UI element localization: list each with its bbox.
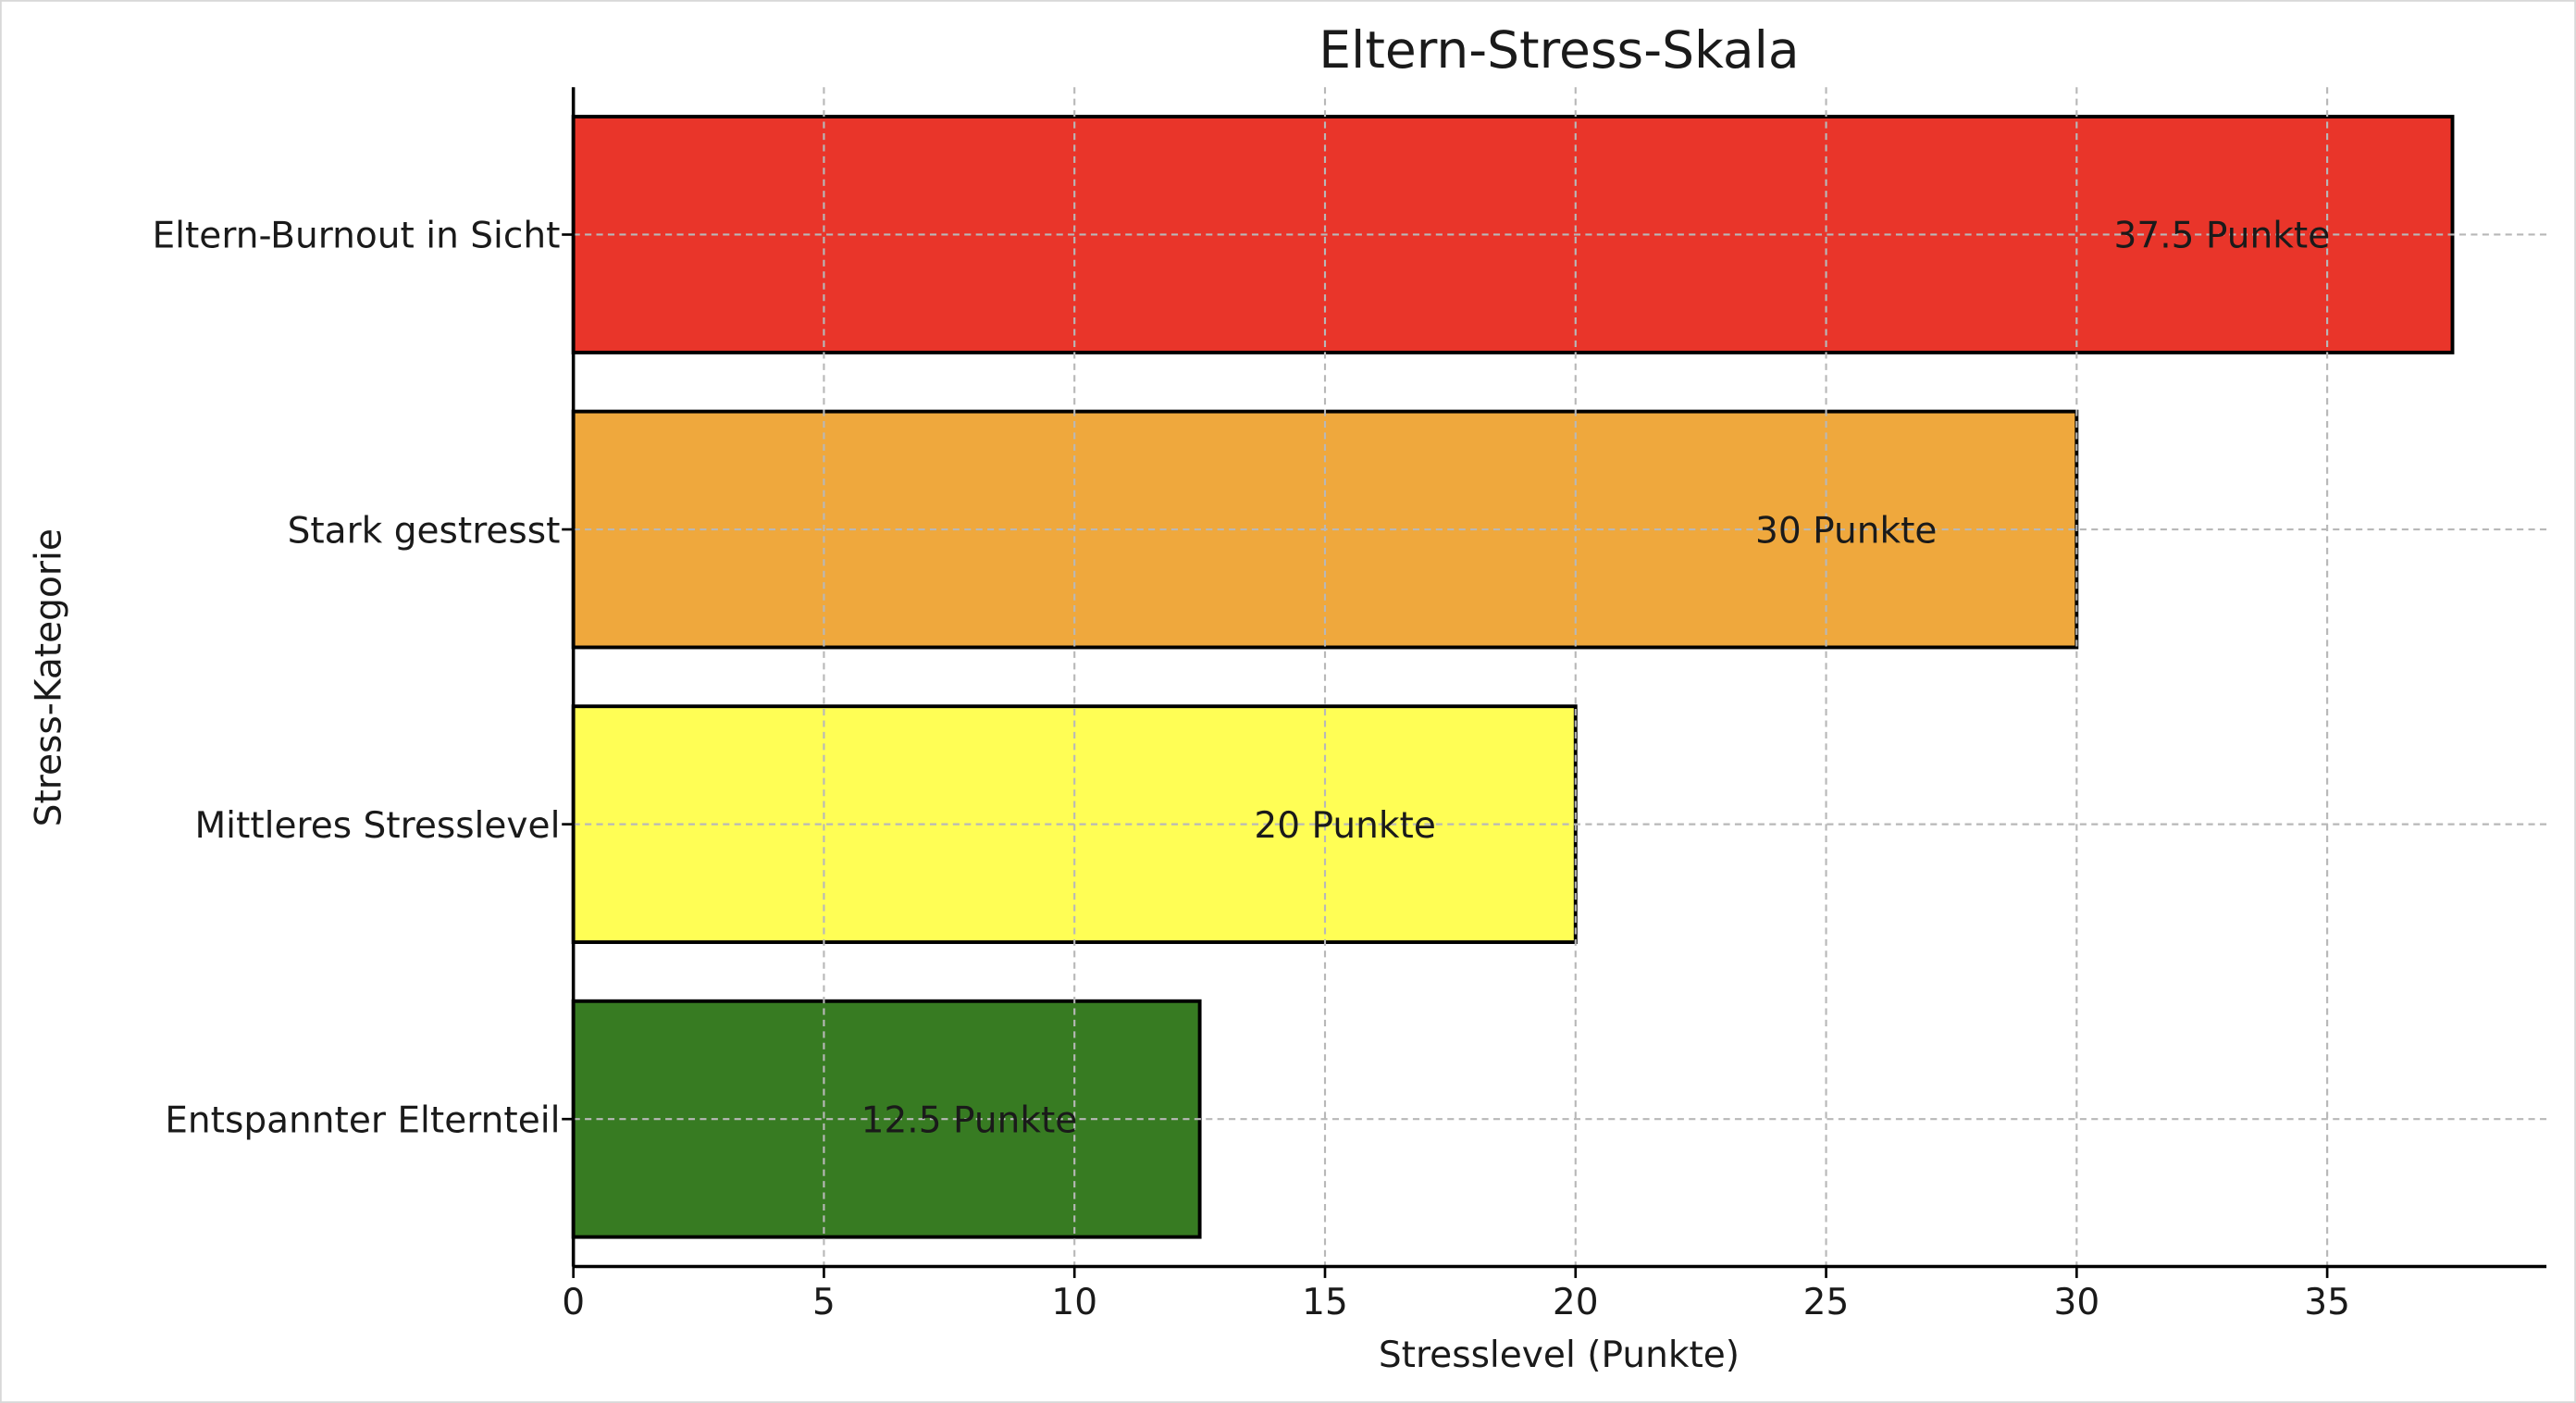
data-label: 12.5 Punkte bbox=[861, 1099, 1078, 1141]
y-tick-label: Mittleres Stresslevel bbox=[194, 805, 560, 847]
data-label: 20 Punkte bbox=[1254, 805, 1435, 847]
x-tick-label: 30 bbox=[2053, 1282, 2099, 1323]
x-tick-label: 10 bbox=[1051, 1282, 1097, 1323]
y-tick-label: Stark gestresst bbox=[288, 510, 561, 552]
data-label: 37.5 Punkte bbox=[2114, 216, 2331, 257]
y-axis-label: Stress-Kategorie bbox=[29, 528, 70, 826]
x-tick-label: 20 bbox=[1553, 1282, 1599, 1323]
y-tick-label: Entspannter Elternteil bbox=[165, 1099, 560, 1141]
x-tick-label: 15 bbox=[1302, 1282, 1348, 1323]
x-tick-label: 5 bbox=[812, 1282, 836, 1323]
y-tick-label: Eltern-Burnout in Sicht bbox=[152, 216, 560, 257]
x-tick-label: 25 bbox=[1803, 1282, 1850, 1323]
x-tick-label: 35 bbox=[2304, 1282, 2350, 1323]
x-tick-label: 0 bbox=[562, 1282, 585, 1323]
chart-title: Eltern-Stress-Skala bbox=[1319, 20, 1799, 80]
data-label: 30 Punkte bbox=[1755, 510, 1937, 552]
x-axis-label: Stresslevel (Punkte) bbox=[1379, 1335, 1740, 1376]
